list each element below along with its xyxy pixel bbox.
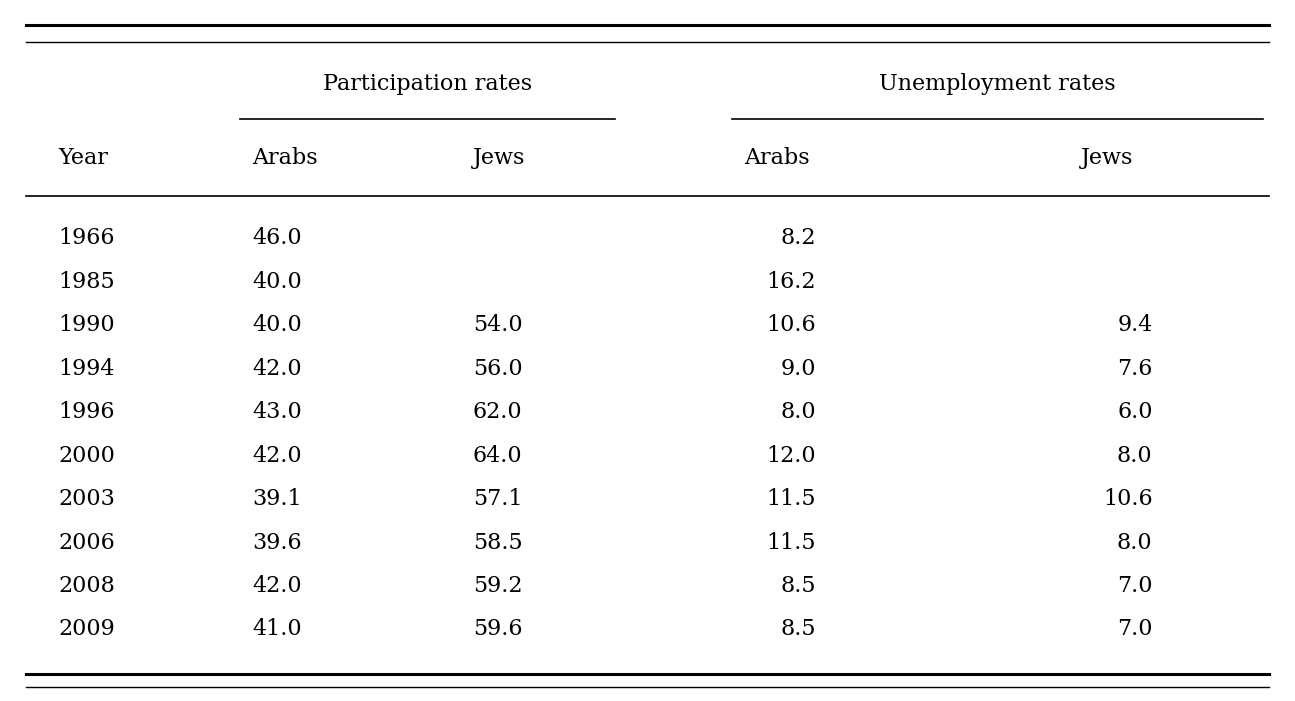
- Text: 54.0: 54.0: [473, 314, 522, 336]
- Text: 6.0: 6.0: [1118, 401, 1153, 423]
- Text: 64.0: 64.0: [473, 444, 522, 467]
- Text: 12.0: 12.0: [767, 444, 816, 467]
- Text: 8.2: 8.2: [781, 227, 816, 250]
- Text: 41.0: 41.0: [253, 618, 302, 641]
- Text: 59.6: 59.6: [473, 618, 522, 641]
- Text: 7.6: 7.6: [1118, 358, 1153, 380]
- Text: Unemployment rates: Unemployment rates: [879, 73, 1115, 95]
- Text: Jews: Jews: [473, 147, 524, 169]
- Text: 1996: 1996: [58, 401, 115, 423]
- Text: 43.0: 43.0: [253, 401, 302, 423]
- Text: 1990: 1990: [58, 314, 115, 336]
- Text: 1985: 1985: [58, 271, 115, 293]
- Text: 8.0: 8.0: [1116, 444, 1153, 467]
- Text: Jews: Jews: [1081, 147, 1133, 169]
- Text: 10.6: 10.6: [1103, 488, 1153, 510]
- Text: 39.1: 39.1: [253, 488, 302, 510]
- Text: 11.5: 11.5: [767, 531, 816, 554]
- Text: 57.1: 57.1: [473, 488, 522, 510]
- Text: 8.5: 8.5: [781, 575, 816, 597]
- Text: 2006: 2006: [58, 531, 115, 554]
- Text: 59.2: 59.2: [473, 575, 522, 597]
- Text: Year: Year: [58, 147, 109, 169]
- Text: 2008: 2008: [58, 575, 115, 597]
- Text: 62.0: 62.0: [473, 401, 522, 423]
- Text: 40.0: 40.0: [253, 314, 302, 336]
- Text: 39.6: 39.6: [253, 531, 302, 554]
- Text: 42.0: 42.0: [253, 575, 302, 597]
- Text: 2003: 2003: [58, 488, 115, 510]
- Text: 2000: 2000: [58, 444, 115, 467]
- Text: 8.0: 8.0: [1116, 531, 1153, 554]
- Text: Participation rates: Participation rates: [322, 73, 532, 95]
- Text: 40.0: 40.0: [253, 271, 302, 293]
- Text: 8.5: 8.5: [781, 618, 816, 641]
- Text: 56.0: 56.0: [473, 358, 522, 380]
- Text: 7.0: 7.0: [1118, 618, 1153, 641]
- Text: 9.0: 9.0: [781, 358, 816, 380]
- Text: Arabs: Arabs: [253, 147, 319, 169]
- Text: 42.0: 42.0: [253, 358, 302, 380]
- Text: 10.6: 10.6: [767, 314, 816, 336]
- Text: 42.0: 42.0: [253, 444, 302, 467]
- Text: 11.5: 11.5: [767, 488, 816, 510]
- Text: Arabs: Arabs: [745, 147, 811, 169]
- Text: 9.4: 9.4: [1118, 314, 1153, 336]
- Text: 8.0: 8.0: [780, 401, 816, 423]
- Text: 1994: 1994: [58, 358, 115, 380]
- Text: 46.0: 46.0: [253, 227, 302, 250]
- Text: 16.2: 16.2: [767, 271, 816, 293]
- Text: 2009: 2009: [58, 618, 115, 641]
- Text: 58.5: 58.5: [473, 531, 522, 554]
- Text: 7.0: 7.0: [1118, 575, 1153, 597]
- Text: 1966: 1966: [58, 227, 115, 250]
